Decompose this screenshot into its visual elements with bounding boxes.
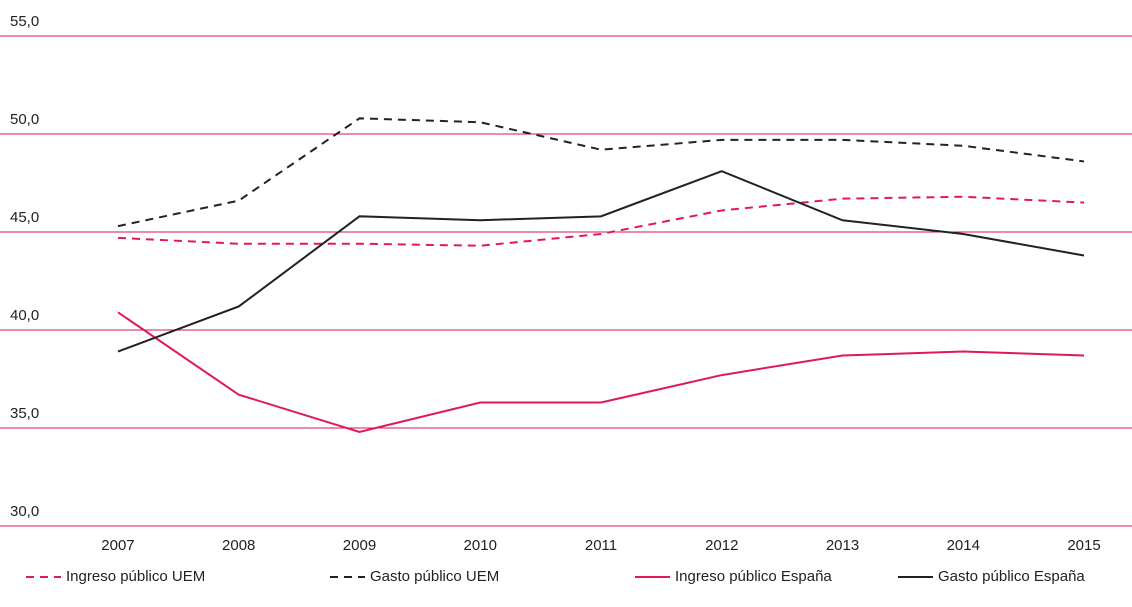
y-tick-label: 45,0 xyxy=(10,209,39,226)
series-line xyxy=(117,195,1085,247)
legend-label: Ingreso público UEM xyxy=(66,568,205,585)
x-tick-label: 2009 xyxy=(343,537,376,554)
series-line xyxy=(117,170,1085,353)
legend-label: Gasto público UEM xyxy=(370,568,499,585)
x-tick-label: 2015 xyxy=(1067,537,1100,554)
x-tick-label: 2013 xyxy=(826,537,859,554)
legend-label: Ingreso público España xyxy=(675,568,832,585)
y-tick-label: 50,0 xyxy=(10,111,39,128)
series-line xyxy=(117,117,1085,228)
y-tick-label: 30,0 xyxy=(10,503,39,520)
x-tick-label: 2008 xyxy=(222,537,255,554)
x-tick-label: 2014 xyxy=(947,537,980,554)
series-line xyxy=(117,311,1085,433)
y-tick-label: 35,0 xyxy=(10,405,39,422)
legend-label: Gasto público España xyxy=(938,568,1085,585)
y-tick-label: 55,0 xyxy=(10,13,39,30)
x-tick-label: 2007 xyxy=(101,537,134,554)
x-tick-label: 2011 xyxy=(585,537,617,554)
x-tick-label: 2010 xyxy=(464,537,497,554)
x-tick-label: 2012 xyxy=(705,537,738,554)
y-tick-label: 40,0 xyxy=(10,307,39,324)
